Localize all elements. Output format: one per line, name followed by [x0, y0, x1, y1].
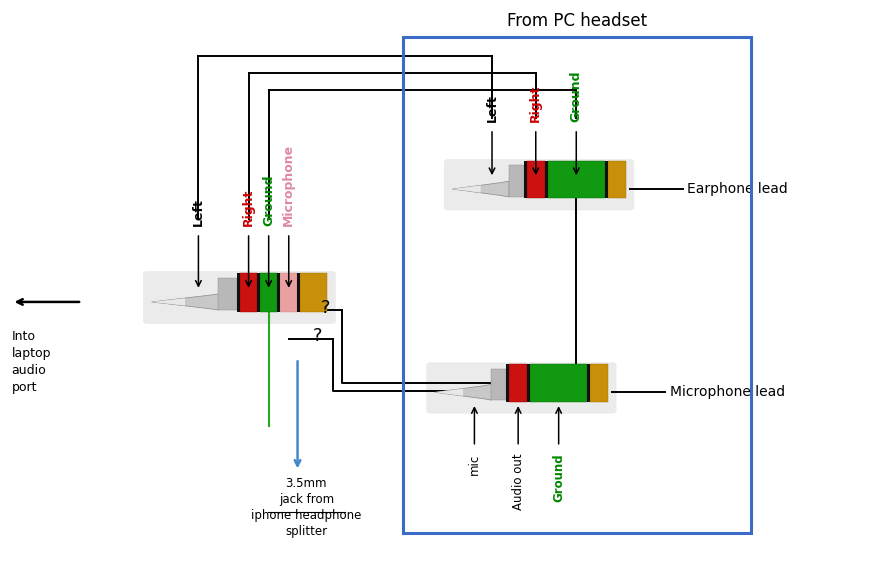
Bar — [403, 36, 751, 534]
Bar — [506, 364, 509, 401]
Bar — [527, 364, 531, 401]
Bar — [297, 273, 300, 312]
Bar — [545, 161, 548, 198]
Text: From PC headset: From PC headset — [507, 12, 648, 30]
Text: ?: ? — [313, 327, 322, 345]
Polygon shape — [152, 294, 219, 310]
Bar — [590, 364, 608, 401]
Bar — [277, 273, 280, 312]
Bar — [240, 273, 257, 312]
FancyBboxPatch shape — [426, 363, 617, 414]
Bar — [587, 364, 590, 401]
Text: Ground: Ground — [552, 454, 565, 502]
Bar — [531, 364, 587, 401]
Text: Right: Right — [242, 189, 255, 226]
Polygon shape — [453, 181, 509, 197]
Bar — [237, 273, 240, 312]
Text: Into
laptop
audio
port: Into laptop audio port — [12, 330, 51, 394]
FancyBboxPatch shape — [444, 159, 634, 210]
Text: Left: Left — [486, 94, 499, 122]
Bar — [604, 161, 608, 198]
Text: Microphone lead: Microphone lead — [670, 385, 785, 399]
Text: 3.5mm
jack from
iphone headphone
splitter: 3.5mm jack from iphone headphone splitte… — [251, 477, 361, 538]
Text: mic: mic — [468, 454, 481, 475]
Text: Right: Right — [529, 85, 542, 122]
Polygon shape — [435, 389, 463, 396]
Text: Earphone lead: Earphone lead — [688, 182, 788, 196]
FancyBboxPatch shape — [143, 271, 336, 324]
Bar — [608, 161, 626, 198]
Text: Microphone: Microphone — [283, 144, 295, 226]
Bar — [524, 161, 527, 198]
Text: ?: ? — [321, 299, 330, 316]
Bar — [548, 161, 604, 198]
Text: Audio out: Audio out — [511, 454, 525, 510]
Bar — [219, 278, 237, 310]
Bar — [257, 273, 260, 312]
Bar — [280, 273, 297, 312]
Bar — [509, 364, 527, 401]
Polygon shape — [152, 298, 185, 306]
Bar — [527, 161, 545, 198]
Polygon shape — [453, 185, 481, 193]
Text: Ground: Ground — [570, 71, 583, 122]
Bar — [260, 273, 277, 312]
Text: Left: Left — [192, 198, 205, 226]
Text: Ground: Ground — [262, 175, 276, 226]
Polygon shape — [435, 384, 492, 400]
Bar — [509, 165, 524, 197]
Bar — [492, 369, 506, 400]
Bar — [300, 273, 327, 312]
